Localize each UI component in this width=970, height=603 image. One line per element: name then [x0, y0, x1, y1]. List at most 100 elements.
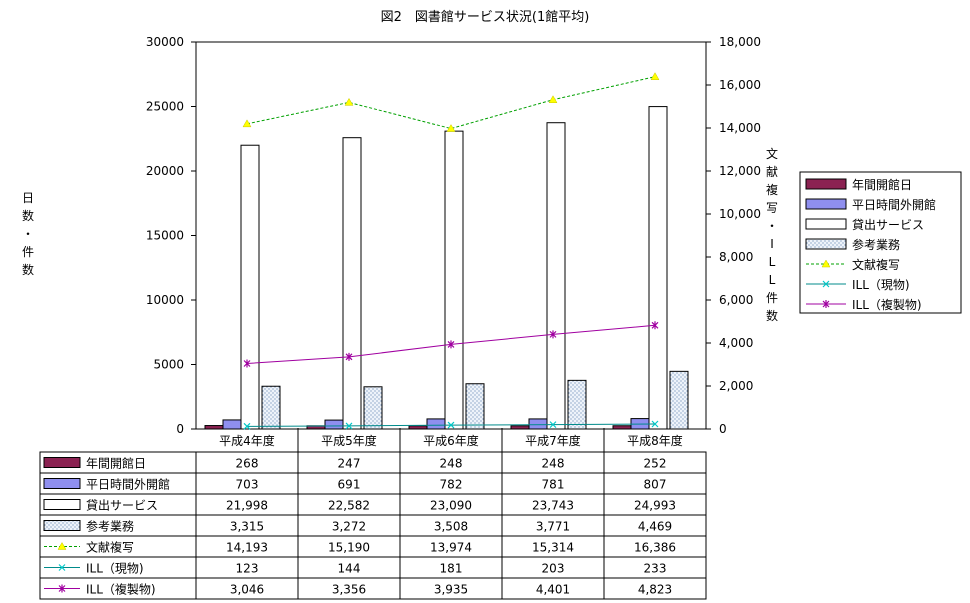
table-frame	[39, 451, 707, 600]
legend-label: 貸出サービス	[852, 217, 924, 232]
line-point	[243, 359, 251, 368]
chart-title: 図2 図書館サービス状況(1館平均)	[381, 10, 590, 25]
legend-label: 年間開館日	[852, 177, 912, 192]
lines	[242, 72, 660, 430]
line-point	[447, 340, 455, 349]
line-point	[650, 72, 660, 80]
bar-3	[240, 144, 260, 430]
bar-3	[444, 130, 464, 430]
y-axis-left-tick-label: 30000	[146, 35, 184, 49]
y-axis-left-tick-label: 25000	[146, 100, 184, 114]
x-axis-tick-label: 平成6年度	[423, 433, 479, 448]
table-cell: 252	[644, 457, 667, 471]
table-cell: 4,469	[638, 520, 672, 534]
bar-2	[528, 418, 548, 430]
bars	[204, 106, 689, 430]
line-point	[548, 95, 558, 103]
bar-4	[465, 383, 485, 430]
table-row-label: 参考業務	[86, 519, 134, 534]
table-cell: 22,582	[328, 499, 370, 513]
x-axis-tick-label: 平成4年度	[219, 433, 275, 448]
table-cell: 15,190	[328, 541, 370, 555]
y-axis-right-tick-label: 4,000	[719, 336, 753, 350]
legend-swatch	[805, 198, 847, 210]
line-point	[243, 422, 251, 430]
bar-2	[222, 419, 242, 430]
table-cell: 3,356	[332, 583, 366, 597]
table-cell: 3,771	[536, 520, 570, 534]
line-point	[651, 420, 659, 428]
bar-2	[324, 419, 344, 430]
bar-1	[408, 425, 428, 430]
y-axis-right-title-char: 写	[766, 201, 778, 215]
y-axis-left-title-char: 数	[22, 208, 34, 223]
table-cell: 15,314	[532, 541, 574, 555]
table-cell: 3,315	[230, 520, 264, 534]
table-cell: 23,743	[532, 499, 574, 513]
y-axis-right-tick-label: 6,000	[719, 293, 753, 307]
table-row-label: ILL（複製物)	[86, 582, 156, 597]
y-axis-right-title-char: L	[769, 273, 776, 287]
table-cell: 21,998	[226, 499, 268, 513]
legend-swatch	[43, 478, 81, 489]
line-point	[549, 330, 557, 339]
y-axis-right-tick-label: 18,000	[719, 35, 761, 49]
table-cell: 782	[440, 478, 463, 492]
table-row-label: ILL（現物)	[86, 562, 144, 576]
y-axis-left-title-char: ・	[22, 227, 34, 241]
y-axis-left-tick-label: 20000	[146, 164, 184, 178]
table-cell: 691	[338, 478, 361, 492]
table-cell: 13,974	[430, 541, 472, 555]
y-axis-right-title-char: L	[769, 255, 776, 269]
legend-marker	[822, 280, 830, 288]
line-series-1	[246, 76, 656, 130]
table-cell: 248	[440, 457, 463, 471]
bar-4	[261, 385, 281, 430]
y-axis-right-title-char: 複	[766, 182, 778, 197]
y-axis-right-title-char: 文	[766, 146, 778, 161]
legend-swatch	[805, 238, 847, 250]
table-cell: 703	[236, 478, 259, 492]
table-cell: 181	[440, 562, 463, 576]
y-axis-right-tick-label: 8,000	[719, 250, 753, 264]
table-cell: 3,508	[434, 520, 468, 534]
table-cell: 233	[644, 562, 667, 576]
bar-3	[546, 122, 566, 430]
table-cell: 4,401	[536, 583, 570, 597]
y-axis-left-tick-label: 5000	[153, 358, 184, 372]
table-cell: 3,046	[230, 583, 264, 597]
y-axis-left-title-char: 日	[22, 191, 34, 205]
y-axis-left-title-char: 件	[22, 245, 34, 259]
table-cell: 144	[338, 562, 361, 576]
bar-1	[510, 425, 530, 430]
legend-label: 平日時間外開館	[852, 197, 936, 212]
y-axis-right-tick-label: 2,000	[719, 379, 753, 393]
legend-label: ILL（複製物)	[852, 297, 922, 312]
legend-label: ILL（現物)	[852, 278, 910, 292]
bar-1	[612, 425, 632, 430]
y-axis-right: 0 2,000 4,000 6,000 8,000 10,000 12,000 14,000 1…	[706, 35, 761, 436]
x-axis-tick-label: 平成7年度	[525, 433, 581, 448]
y-axis-right-tick-label: 10,000	[719, 207, 761, 221]
y-axis-left-title-char: 数	[22, 262, 34, 277]
legend-marker	[822, 300, 830, 308]
table-cell: 24,993	[634, 499, 676, 513]
legend-marker	[58, 584, 66, 593]
legend-swatch	[43, 457, 81, 468]
line-point	[345, 422, 353, 430]
line-point	[345, 352, 353, 361]
table-row-label: 貸出サービス	[86, 498, 158, 513]
y-axis-right-title-char: ・	[766, 219, 778, 233]
bar-1	[204, 425, 224, 430]
table-cell: 16,386	[634, 541, 676, 555]
y-axis-right-tick-label: 0	[719, 422, 727, 436]
line-point	[651, 321, 659, 330]
table-cell: 248	[542, 457, 565, 471]
table-cell: 14,193	[226, 541, 268, 555]
table-cell: 3,935	[434, 583, 468, 597]
legend-swatch	[43, 520, 81, 531]
